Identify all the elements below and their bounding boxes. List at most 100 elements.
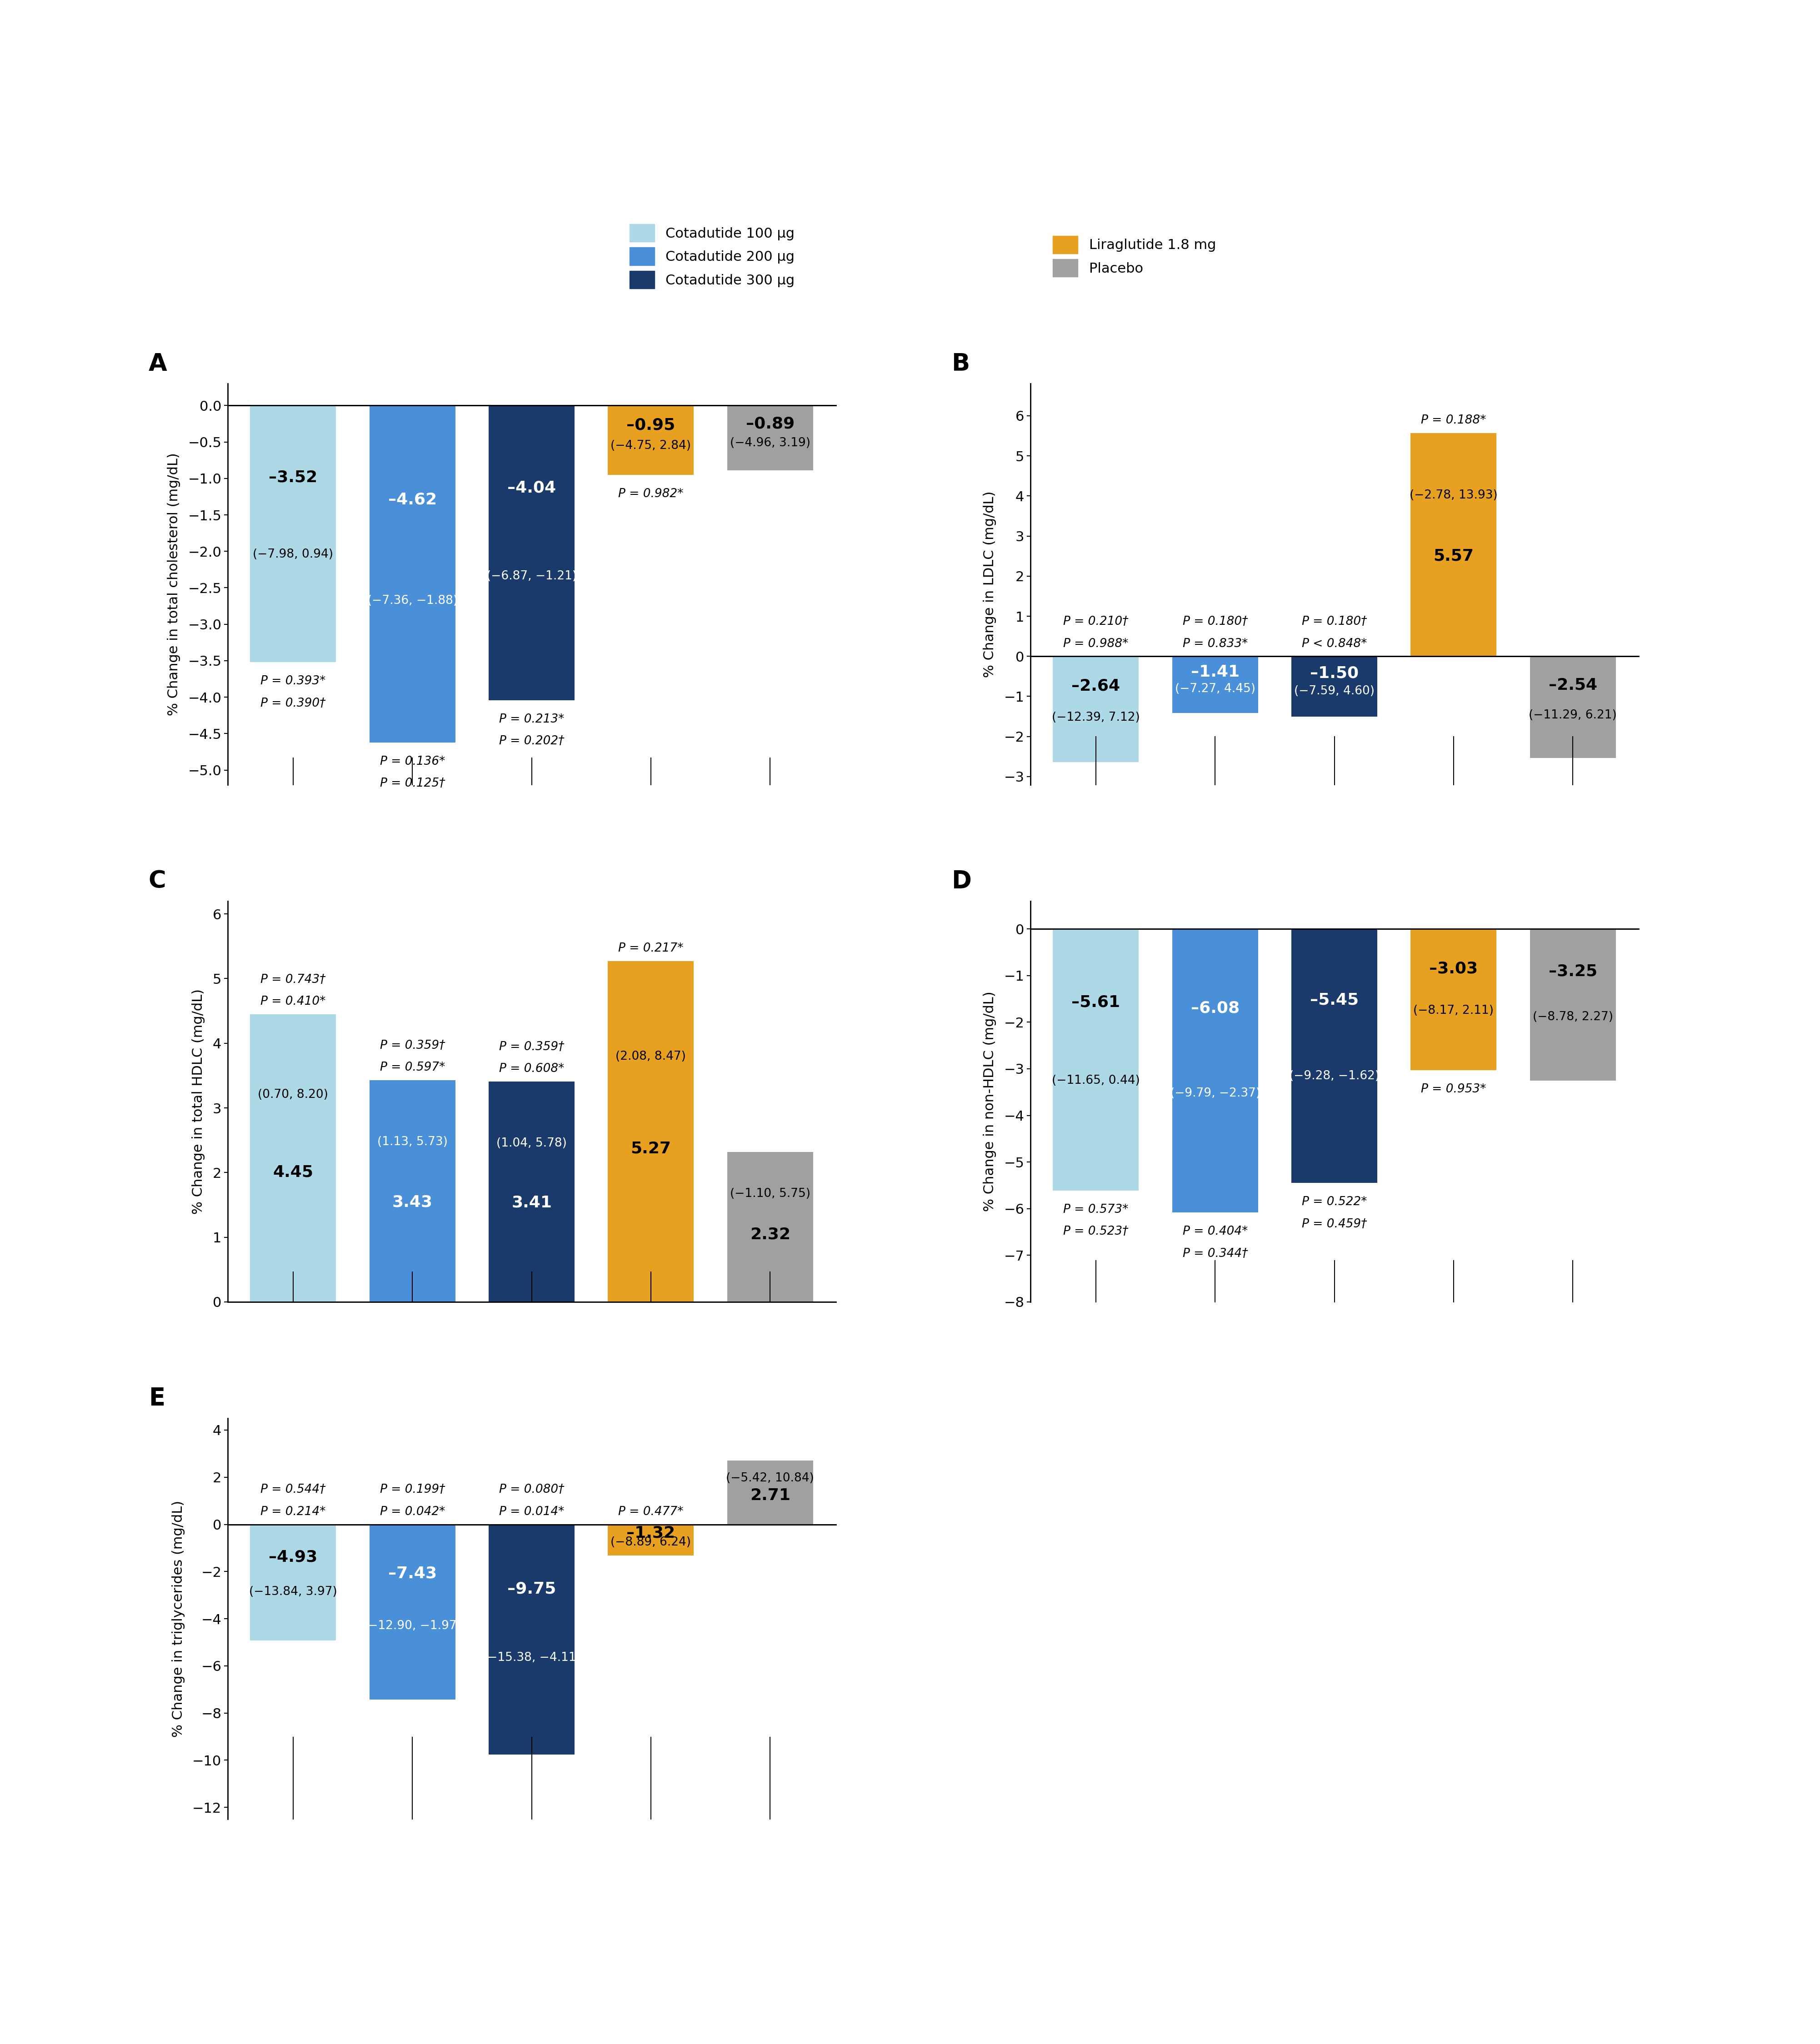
Text: P = 0.359†: P = 0.359† [380, 1040, 444, 1051]
Text: P = 0.042*: P = 0.042* [380, 1506, 444, 1519]
Text: P < 0.848*: P < 0.848* [1301, 638, 1367, 650]
Text: (−8.17, 2.11): (−8.17, 2.11) [1412, 1006, 1494, 1016]
Text: –7.43: –7.43 [388, 1566, 437, 1582]
Text: P = 0.988*: P = 0.988* [1063, 638, 1128, 650]
Bar [369, 405, 455, 742]
Text: P = 0.522*: P = 0.522* [1301, 1196, 1367, 1208]
Bar [1410, 928, 1496, 1071]
Text: –2.54: –2.54 [1549, 677, 1596, 693]
Text: 3.41: 3.41 [511, 1196, 551, 1210]
Text: (−11.65, 0.44): (−11.65, 0.44) [1052, 1075, 1139, 1087]
Text: P = 0.344†: P = 0.344† [1183, 1247, 1247, 1259]
Text: (−1.10, 5.75): (−1.10, 5.75) [730, 1188, 810, 1200]
Text: (−8.89, 6.24): (−8.89, 6.24) [610, 1537, 692, 1547]
Text: B: B [952, 352, 970, 376]
Text: P = 0.982*: P = 0.982* [619, 489, 682, 501]
Text: (−4.75, 2.84): (−4.75, 2.84) [610, 439, 692, 452]
Text: P = 0.210†: P = 0.210† [1063, 615, 1128, 628]
Text: (−7.98, 0.94): (−7.98, 0.94) [253, 548, 333, 560]
Text: –3.25: –3.25 [1549, 963, 1596, 979]
Text: –5.45: –5.45 [1310, 991, 1358, 1008]
Text: –0.95: –0.95 [626, 417, 675, 433]
Text: P = 0.213*: P = 0.213* [499, 713, 564, 726]
Text: –9.75: –9.75 [508, 1580, 555, 1596]
Bar [608, 405, 693, 474]
Bar [488, 405, 575, 699]
Text: P = 0.214*: P = 0.214* [260, 1506, 326, 1519]
Text: –4.93: –4.93 [269, 1549, 317, 1564]
Legend: Liraglutide 1.8 mg, Placebo: Liraglutide 1.8 mg, Placebo [1052, 235, 1216, 276]
Text: –0.89: –0.89 [746, 417, 794, 431]
Text: –6.08: –6.08 [1190, 1002, 1239, 1016]
Text: E: E [149, 1386, 166, 1410]
Y-axis label: % Change in total cholesterol (mg/dL): % Change in total cholesterol (mg/dL) [167, 452, 180, 715]
Text: P = 0.410*: P = 0.410* [260, 995, 326, 1008]
Bar [249, 1525, 337, 1641]
Text: D: D [952, 869, 970, 893]
Text: P = 0.188*: P = 0.188* [1421, 415, 1485, 427]
Bar [488, 1081, 575, 1302]
Text: 4.45: 4.45 [273, 1165, 313, 1179]
Text: P = 0.833*: P = 0.833* [1183, 638, 1247, 650]
Bar [1172, 656, 1258, 713]
Text: P = 0.404*: P = 0.404* [1183, 1226, 1247, 1237]
Text: P = 0.573*: P = 0.573* [1063, 1204, 1128, 1216]
Text: (−12.90, −1.97): (−12.90, −1.97) [364, 1621, 460, 1631]
Text: (−9.28, −1.62): (−9.28, −1.62) [1289, 1071, 1380, 1081]
Text: –4.62: –4.62 [388, 493, 437, 507]
Text: 3.43: 3.43 [391, 1194, 433, 1210]
Text: (−2.78, 13.93): (−2.78, 13.93) [1409, 491, 1498, 501]
Text: –5.61: –5.61 [1072, 995, 1119, 1010]
Text: –3.52: –3.52 [269, 470, 317, 484]
Bar [1529, 656, 1616, 758]
Text: (1.04, 5.78): (1.04, 5.78) [497, 1136, 566, 1149]
Text: P = 0.217*: P = 0.217* [619, 942, 682, 955]
Y-axis label: % Change in LDLC (mg/dL): % Change in LDLC (mg/dL) [983, 491, 996, 677]
Text: (−5.42, 10.84): (−5.42, 10.84) [726, 1472, 814, 1484]
Y-axis label: % Change in total HDLC (mg/dL): % Change in total HDLC (mg/dL) [191, 989, 206, 1214]
Y-axis label: % Change in non-HDLC (mg/dL): % Change in non-HDLC (mg/dL) [983, 991, 996, 1212]
Bar [1290, 656, 1378, 717]
Text: C: C [149, 869, 166, 893]
Bar [1290, 928, 1378, 1183]
Text: P = 0.477*: P = 0.477* [619, 1506, 682, 1519]
Text: 2.71: 2.71 [750, 1488, 790, 1502]
Text: –4.04: –4.04 [508, 480, 555, 497]
Text: P = 0.202†: P = 0.202† [499, 736, 564, 748]
Text: (−7.36, −1.88): (−7.36, −1.88) [368, 595, 457, 607]
Text: P = 0.199†: P = 0.199† [380, 1484, 444, 1496]
Text: (−11.29, 6.21): (−11.29, 6.21) [1529, 709, 1616, 722]
Bar [249, 1014, 337, 1302]
Bar [726, 1153, 814, 1302]
Text: (−15.38, −4.11): (−15.38, −4.11) [482, 1652, 581, 1664]
Text: (−12.39, 7.12): (−12.39, 7.12) [1052, 711, 1139, 724]
Text: (−8.78, 2.27): (−8.78, 2.27) [1532, 1012, 1613, 1022]
Text: –1.41: –1.41 [1190, 664, 1239, 681]
Text: P = 0.459†: P = 0.459† [1301, 1218, 1367, 1230]
Text: (1.13, 5.73): (1.13, 5.73) [377, 1136, 448, 1149]
Text: P = 0.014*: P = 0.014* [499, 1506, 564, 1519]
Bar [1529, 928, 1616, 1081]
Bar [608, 1525, 693, 1555]
Text: P = 0.544†: P = 0.544† [260, 1484, 326, 1496]
Text: –3.03: –3.03 [1429, 961, 1478, 977]
Text: P = 0.597*: P = 0.597* [380, 1061, 444, 1073]
Text: P = 0.393*: P = 0.393* [260, 675, 326, 687]
Bar [369, 1525, 455, 1701]
Bar [608, 961, 693, 1302]
Text: –1.50: –1.50 [1310, 666, 1358, 681]
Text: P = 0.180†: P = 0.180† [1183, 615, 1247, 628]
Bar [488, 1525, 575, 1754]
Bar [1410, 433, 1496, 656]
Bar [249, 405, 337, 662]
Bar [1172, 928, 1258, 1212]
Text: (−7.27, 4.45): (−7.27, 4.45) [1174, 683, 1256, 695]
Text: –1.32: –1.32 [626, 1525, 675, 1541]
Text: P = 0.608*: P = 0.608* [499, 1063, 564, 1075]
Text: P = 0.136*: P = 0.136* [380, 756, 444, 766]
Text: (−7.59, 4.60): (−7.59, 4.60) [1294, 685, 1374, 697]
Text: (−13.84, 3.97): (−13.84, 3.97) [249, 1586, 337, 1598]
Text: 5.57: 5.57 [1432, 548, 1474, 564]
Text: 2.32: 2.32 [750, 1226, 790, 1243]
Text: P = 0.359†: P = 0.359† [499, 1040, 564, 1053]
